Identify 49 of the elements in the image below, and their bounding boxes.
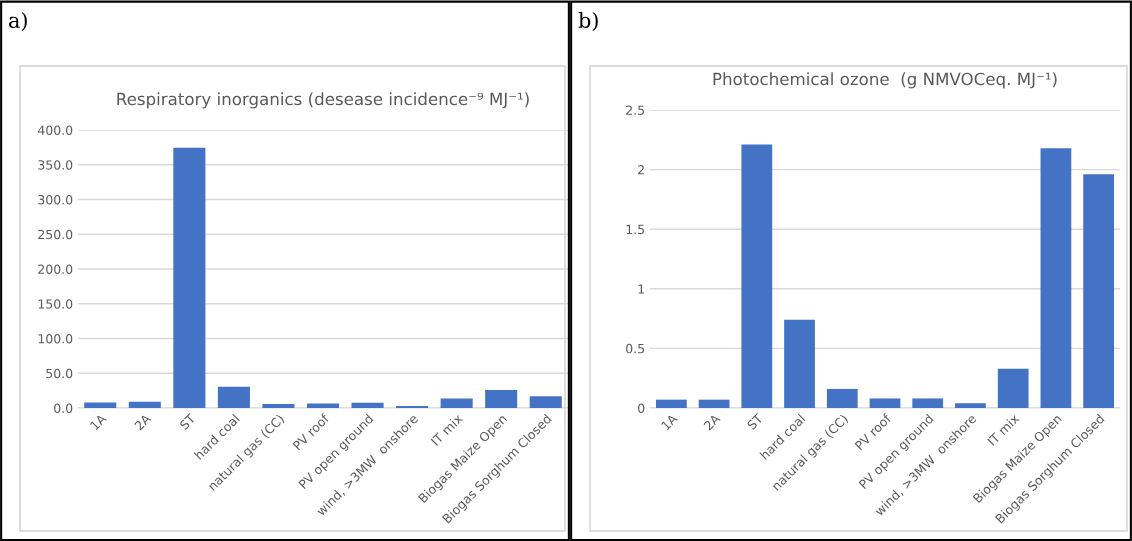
- bar: [655, 399, 687, 408]
- chart-title: Respiratory inorganics (desease incidence⁻⁹ MJ⁻¹): [117, 92, 529, 109]
- y-tick-label: 50.0: [46, 368, 73, 379]
- x-tick-label: ST: [746, 412, 764, 431]
- bar: [84, 402, 117, 408]
- y-tick-label: 0: [638, 403, 645, 413]
- x-tick-label: ST: [179, 412, 197, 431]
- y-tick-label: 2: [638, 165, 644, 175]
- y-tick-label: 0.0: [54, 403, 73, 413]
- x-tick-label: 2A: [703, 413, 721, 431]
- bar: [741, 144, 773, 408]
- bar: [869, 398, 901, 408]
- x-tick-label: 2A: [133, 413, 152, 431]
- x-tick-label: 1A: [89, 413, 107, 431]
- bar: [128, 401, 161, 408]
- bar: [440, 398, 473, 408]
- y-tick-label: 150.0: [38, 299, 73, 309]
- bar: [912, 398, 944, 408]
- bar: [217, 386, 250, 408]
- bar: [485, 389, 518, 408]
- bar: [351, 402, 384, 408]
- y-tick-label: 1.5: [626, 224, 645, 235]
- y-tick-label: 300.0: [38, 194, 73, 205]
- bar: [529, 396, 562, 408]
- y-tick-label: 250.0: [38, 229, 73, 240]
- y-tick-label: 1: [638, 284, 644, 294]
- bar: [1040, 148, 1072, 408]
- bar: [784, 319, 815, 408]
- y-tick-label: 400.0: [37, 125, 73, 135]
- bar: [698, 399, 730, 408]
- x-tick-label: IT mix: [986, 413, 1020, 446]
- bar: [306, 403, 340, 408]
- chart-title: Photochemical ozone (g NMVOCeq. MJ⁻¹): [713, 72, 1057, 89]
- bar: [262, 404, 295, 408]
- bar: [955, 403, 986, 408]
- bar: [396, 405, 429, 408]
- y-tick-label: 100.0: [38, 333, 73, 344]
- y-tick-label: 350.0: [38, 160, 73, 170]
- text: a): [9, 11, 27, 31]
- x-tick-label: IT mix: [430, 413, 464, 446]
- y-tick-label: 200.0: [38, 264, 73, 274]
- bar: [173, 147, 206, 408]
- bar: [826, 388, 858, 408]
- bar: [997, 368, 1029, 408]
- text: b): [578, 11, 598, 31]
- x-tick-label: 1A: [660, 413, 679, 431]
- y-tick-label: 2.5: [626, 105, 645, 115]
- bar: [1083, 174, 1115, 408]
- y-tick-label: 0.5: [626, 343, 645, 354]
